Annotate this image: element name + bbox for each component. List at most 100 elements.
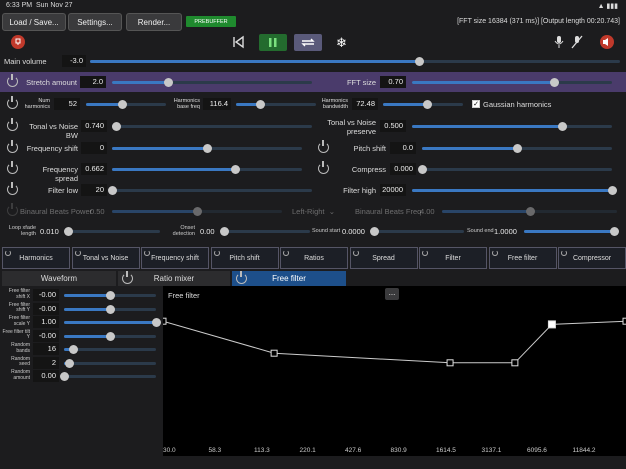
tonal-preserve-slider[interactable] bbox=[412, 122, 612, 131]
ff-param-value[interactable]: 16 bbox=[33, 343, 59, 355]
tonal-power-icon[interactable] bbox=[7, 118, 18, 131]
spread-power-icon[interactable] bbox=[7, 161, 18, 174]
ff-param-value[interactable]: 2 bbox=[33, 356, 59, 369]
plot-menu-button[interactable]: ... bbox=[385, 288, 399, 300]
binaural-power-value[interactable]: 0.50 bbox=[90, 207, 105, 216]
pause-button[interactable] bbox=[259, 34, 287, 51]
chain-power-icon[interactable] bbox=[422, 250, 428, 256]
binaural-freq-slider[interactable] bbox=[442, 207, 617, 216]
binaural-power-slider[interactable] bbox=[112, 207, 282, 216]
chain-power-icon[interactable] bbox=[144, 250, 150, 256]
filter-low-value[interactable]: 20 bbox=[81, 184, 107, 196]
binaural-freq-value[interactable]: 4.00 bbox=[420, 207, 435, 216]
stretch-power-icon[interactable] bbox=[7, 74, 18, 87]
rewind-icon[interactable] bbox=[231, 35, 245, 51]
chain-power-icon[interactable] bbox=[491, 250, 498, 256]
chain-item-tonal-vs-noise[interactable]: Tonal vs Noise bbox=[71, 247, 140, 269]
ff-param-value[interactable]: 1.00 bbox=[33, 316, 59, 328]
chain-power-icon[interactable] bbox=[352, 250, 359, 256]
filter-curve[interactable] bbox=[163, 286, 626, 446]
ff-param-slider[interactable] bbox=[64, 345, 156, 354]
sound-end-slider[interactable] bbox=[524, 227, 619, 236]
main-volume-slider[interactable] bbox=[90, 57, 620, 66]
chain-item-frequency-shift[interactable]: Frequency shift bbox=[141, 247, 209, 269]
chain-item-ratios[interactable]: Ratios bbox=[280, 247, 348, 269]
filter-node[interactable] bbox=[270, 349, 278, 357]
tab-ratio-mixer[interactable]: Ratio mixer bbox=[118, 271, 230, 286]
loop-button[interactable] bbox=[294, 34, 322, 51]
harmonics-base-slider[interactable] bbox=[236, 100, 316, 109]
filter-node[interactable] bbox=[163, 317, 167, 325]
pitch-slider[interactable] bbox=[422, 144, 612, 153]
sound-end-value[interactable]: 1.0000 bbox=[494, 227, 517, 236]
free-filter-power-icon[interactable] bbox=[236, 271, 247, 284]
filter-high-value[interactable]: 20000 bbox=[380, 184, 406, 196]
chain-item-spread[interactable]: Spread bbox=[349, 247, 418, 269]
tonal-preserve-value[interactable]: 0.500 bbox=[380, 120, 406, 132]
tonal-bw-value[interactable]: 0.740 bbox=[81, 120, 107, 132]
sound-start-value[interactable]: 0.0000 bbox=[342, 227, 365, 236]
chain-power-icon[interactable] bbox=[213, 250, 220, 256]
filter-high-slider[interactable] bbox=[412, 186, 617, 195]
compress-slider[interactable] bbox=[418, 165, 612, 174]
loop-xfade-value[interactable]: 0.010 bbox=[40, 227, 59, 236]
filter-node[interactable] bbox=[446, 359, 454, 367]
gaussian-checkbox[interactable]: ✓ bbox=[472, 100, 480, 108]
microphone-icon[interactable] bbox=[554, 35, 564, 51]
num-harmonics-value[interactable]: 52 bbox=[54, 98, 80, 110]
filter-power-icon[interactable] bbox=[7, 182, 18, 195]
num-harmonics-slider[interactable] bbox=[86, 100, 166, 109]
load-save-button[interactable]: Load / Save... bbox=[2, 13, 66, 31]
ff-param-slider[interactable] bbox=[64, 358, 156, 368]
fft-size-slider[interactable] bbox=[412, 78, 612, 87]
ff-param-slider[interactable] bbox=[64, 318, 161, 327]
filter-node[interactable] bbox=[547, 320, 556, 329]
chain-item-harmonics[interactable]: Harmonics bbox=[2, 247, 70, 269]
record-icon[interactable] bbox=[11, 35, 25, 49]
freeze-icon[interactable]: ❄ bbox=[336, 35, 347, 50]
ff-param-slider[interactable] bbox=[64, 304, 156, 314]
prebuffer-button[interactable]: PREBUFFER bbox=[186, 16, 236, 27]
ff-param-slider[interactable] bbox=[64, 331, 156, 341]
render-button[interactable]: Render... bbox=[126, 13, 182, 31]
filter-node[interactable] bbox=[622, 317, 626, 325]
ff-param-value[interactable]: -0.00 bbox=[33, 329, 59, 342]
loop-xfade-slider[interactable] bbox=[64, 227, 160, 236]
compress-power-icon[interactable] bbox=[318, 161, 329, 174]
chain-power-icon[interactable] bbox=[5, 250, 11, 256]
harmonics-base-value[interactable]: 116.4 bbox=[203, 98, 231, 110]
chain-power-icon[interactable] bbox=[74, 250, 81, 256]
stretch-slider[interactable] bbox=[112, 78, 312, 87]
chain-item-filter[interactable]: Filter bbox=[419, 247, 487, 269]
freqshift-value[interactable]: 0 bbox=[81, 142, 107, 154]
harmonics-bw-slider[interactable] bbox=[383, 100, 463, 109]
fft-size-value[interactable]: 0.70 bbox=[380, 76, 406, 88]
ff-param-value[interactable]: -0.00 bbox=[33, 289, 59, 301]
binaural-power-icon[interactable] bbox=[7, 203, 18, 216]
stretch-value[interactable]: 2.0 bbox=[80, 76, 106, 88]
mic-muted-icon[interactable] bbox=[570, 35, 584, 51]
free-filter-plot[interactable]: Free filter ... bbox=[163, 286, 626, 456]
spread-slider[interactable] bbox=[112, 165, 302, 174]
speaker-icon[interactable] bbox=[600, 35, 614, 49]
onset-slider[interactable] bbox=[220, 227, 310, 236]
compress-value[interactable]: 0.000 bbox=[390, 163, 416, 175]
tonal-bw-slider[interactable] bbox=[112, 122, 312, 131]
main-volume-value[interactable]: -3.0 bbox=[62, 55, 86, 67]
filter-low-slider[interactable] bbox=[108, 186, 312, 195]
binaural-mode-select[interactable]: Left-Right ⌄ bbox=[292, 207, 335, 216]
settings-button[interactable]: Settings... bbox=[68, 13, 122, 31]
chain-item-compressor[interactable]: Compressor bbox=[558, 247, 626, 269]
harmonics-power-icon[interactable] bbox=[7, 96, 18, 109]
harmonics-bw-value[interactable]: 72.48 bbox=[352, 98, 378, 110]
spread-value[interactable]: 0.662 bbox=[81, 163, 107, 175]
sound-start-slider[interactable] bbox=[370, 227, 464, 236]
chain-item-free-filter[interactable]: Free filter bbox=[488, 247, 557, 269]
tab-free-filter[interactable]: Free filter bbox=[232, 271, 346, 286]
chain-item-pitch-shift[interactable]: Pitch shift bbox=[210, 247, 279, 269]
tab-waveform[interactable]: Waveform bbox=[2, 271, 116, 286]
ff-param-value[interactable]: 0.00 bbox=[33, 370, 59, 382]
onset-value[interactable]: 0.00 bbox=[200, 227, 215, 236]
freqshift-power-icon[interactable] bbox=[7, 140, 18, 153]
freqshift-slider[interactable] bbox=[112, 144, 302, 153]
